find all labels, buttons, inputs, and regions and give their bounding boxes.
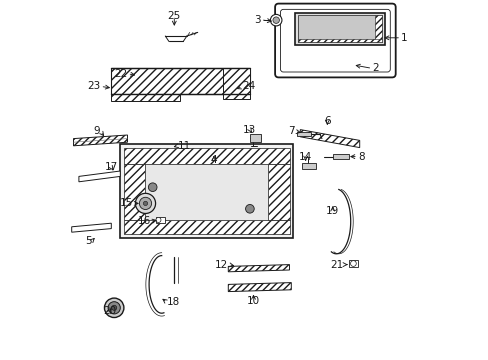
Text: 20: 20 xyxy=(103,306,116,316)
Text: 22: 22 xyxy=(114,69,127,79)
Text: 25: 25 xyxy=(167,11,181,21)
Polygon shape xyxy=(374,15,381,42)
Text: 12: 12 xyxy=(215,260,228,270)
Text: 5: 5 xyxy=(85,236,91,246)
Circle shape xyxy=(350,261,356,266)
Text: 23: 23 xyxy=(87,81,101,91)
Text: 13: 13 xyxy=(243,125,256,135)
Polygon shape xyxy=(123,164,145,220)
Polygon shape xyxy=(296,132,310,136)
Bar xyxy=(120,144,292,238)
Text: 24: 24 xyxy=(242,81,255,91)
Circle shape xyxy=(111,305,117,310)
Circle shape xyxy=(156,217,161,222)
Polygon shape xyxy=(143,145,178,150)
Text: 16: 16 xyxy=(137,216,151,226)
Text: 4: 4 xyxy=(210,155,217,165)
Polygon shape xyxy=(223,68,249,99)
Text: 19: 19 xyxy=(325,206,339,216)
Polygon shape xyxy=(249,134,260,142)
Circle shape xyxy=(148,183,157,192)
Polygon shape xyxy=(332,154,348,159)
Polygon shape xyxy=(123,220,289,234)
Polygon shape xyxy=(111,94,179,101)
Text: 6: 6 xyxy=(324,116,330,126)
Text: 1: 1 xyxy=(400,33,407,43)
Polygon shape xyxy=(294,13,384,45)
Circle shape xyxy=(270,14,282,26)
Text: 11: 11 xyxy=(178,141,191,151)
Text: 9: 9 xyxy=(94,126,101,136)
Text: 15: 15 xyxy=(120,198,133,208)
Circle shape xyxy=(245,204,254,213)
Polygon shape xyxy=(297,39,381,42)
Text: 7: 7 xyxy=(288,126,294,136)
Text: 14: 14 xyxy=(299,152,312,162)
Text: 21: 21 xyxy=(329,260,343,270)
Polygon shape xyxy=(267,164,289,220)
Polygon shape xyxy=(348,260,357,267)
Circle shape xyxy=(272,17,279,23)
Circle shape xyxy=(135,193,155,213)
Polygon shape xyxy=(145,164,267,220)
Text: 17: 17 xyxy=(104,162,118,172)
Circle shape xyxy=(143,201,147,206)
Polygon shape xyxy=(73,135,127,146)
Text: 2: 2 xyxy=(371,63,378,73)
Polygon shape xyxy=(302,163,316,169)
Text: 10: 10 xyxy=(246,296,260,306)
Polygon shape xyxy=(297,15,381,42)
Circle shape xyxy=(104,298,123,318)
Polygon shape xyxy=(228,283,291,292)
Circle shape xyxy=(139,197,151,210)
Polygon shape xyxy=(228,265,289,272)
Text: 8: 8 xyxy=(357,152,364,162)
Text: 3: 3 xyxy=(254,15,260,25)
Circle shape xyxy=(108,302,120,314)
Polygon shape xyxy=(156,217,164,223)
Text: 18: 18 xyxy=(167,297,180,307)
Polygon shape xyxy=(300,130,359,148)
Polygon shape xyxy=(79,171,120,182)
Polygon shape xyxy=(111,68,249,94)
Polygon shape xyxy=(72,223,111,232)
Polygon shape xyxy=(123,148,289,164)
